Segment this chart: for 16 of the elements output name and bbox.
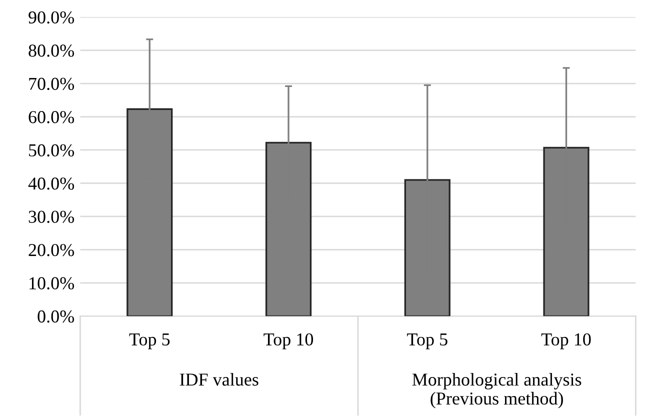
y-tick-label: 40.0% <box>28 177 74 190</box>
y-tick-label: 70.0% <box>29 78 74 90</box>
y-tick-label: 30.0% <box>28 210 74 223</box>
y-tick-label: 80.0% <box>28 44 74 57</box>
x-tick-label: Top 10 <box>264 333 314 350</box>
text: IDF values <box>180 372 258 386</box>
y-tick-label: 10.0% <box>30 277 74 290</box>
x-tick-label: Top 5 <box>407 334 448 350</box>
x-tick-label: Top 5 <box>129 334 170 350</box>
y-tick-label: 60.0% <box>28 111 74 124</box>
x-tick-label: Top 10 <box>541 333 591 350</box>
y-tick-label: 20.0% <box>28 244 74 256</box>
y-tick-label: 90.0% <box>28 11 74 24</box>
y-tick-label: 50.0% <box>29 144 74 157</box>
text: Morphological analysis (Previous method) <box>412 372 582 408</box>
y-tick-label: 0.0% <box>38 310 74 323</box>
